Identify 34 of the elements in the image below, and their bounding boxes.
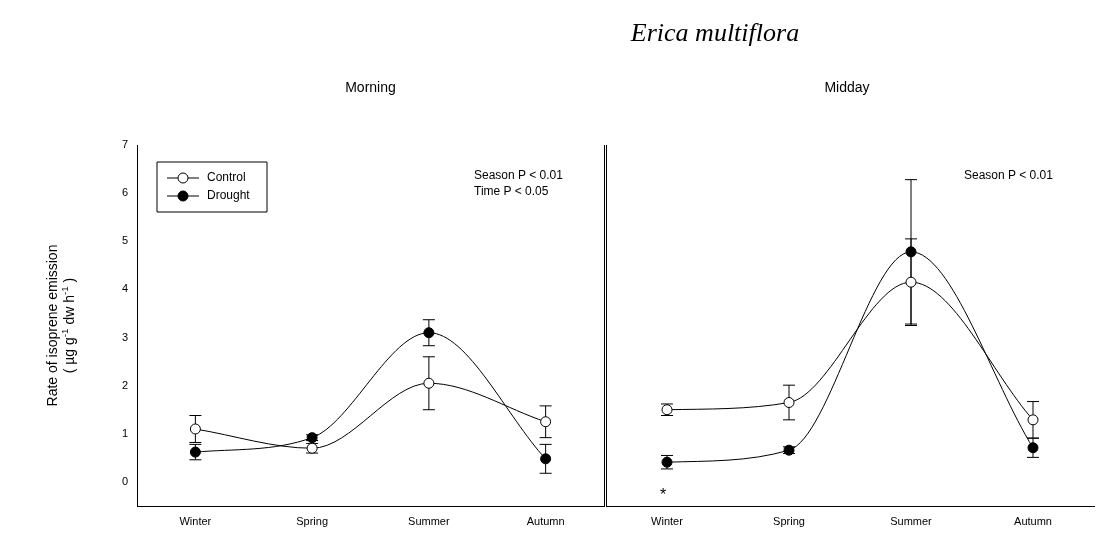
point (189, 423, 201, 435)
y-tick-label: 4 (121, 282, 128, 295)
y-tick-label: 1 (121, 426, 128, 439)
legend-label: Control (207, 170, 246, 185)
y-tick-label: 5 (121, 234, 128, 247)
point (540, 416, 552, 428)
chart-subtitle: Midday (824, 78, 870, 95)
point (423, 327, 435, 339)
x-tick-label: Winter (651, 514, 684, 527)
x-tick-label: Spring (773, 514, 805, 527)
point (783, 397, 795, 409)
point (905, 276, 917, 288)
x-tick-label: Winter (179, 514, 212, 527)
annotation: Season P < 0.01 (964, 168, 1054, 183)
y-tick-label: 3 (121, 330, 128, 343)
annotation: * (659, 486, 667, 504)
chart-title: Erica multiflora (629, 18, 801, 48)
x-tick-label: Autumn (526, 514, 565, 527)
annotation: Season P < 0.01 (474, 168, 564, 183)
point (540, 453, 552, 465)
y-tick-label: 7 (121, 138, 128, 151)
y-tick-label: 6 (121, 186, 128, 199)
x-tick-label: Summer (408, 514, 450, 527)
y-tick-label: 2 (121, 378, 128, 391)
y-tick-label: 0 (121, 474, 128, 487)
x-tick-label: Autumn (1014, 514, 1052, 527)
point (905, 246, 917, 258)
legend-label: Drought (207, 188, 251, 203)
point (423, 377, 435, 389)
annotation: Time P < 0.05 (474, 184, 549, 199)
x-tick-label: Summer (890, 514, 933, 527)
chart-subtitle: Morning (345, 78, 396, 95)
x-tick-label: Spring (296, 514, 329, 527)
point (1027, 414, 1039, 426)
